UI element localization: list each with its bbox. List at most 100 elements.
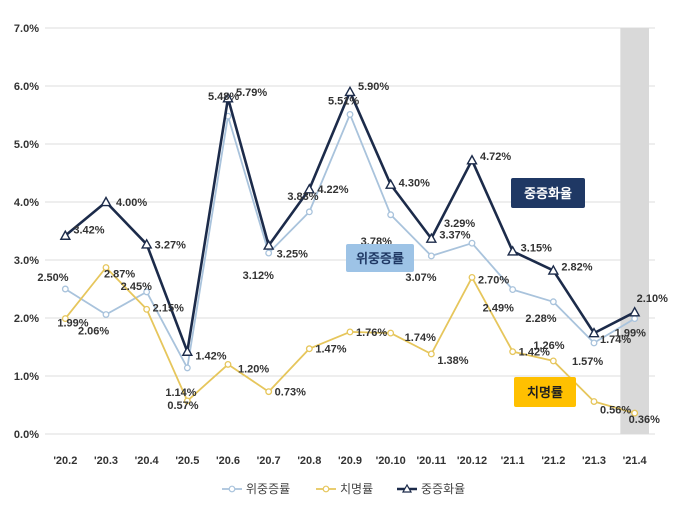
data-label: 1.20%: [238, 363, 269, 375]
annotation-label: 중증화율: [524, 186, 572, 201]
data-point-marker: [344, 85, 356, 97]
data-label: 3.15%: [521, 242, 552, 254]
x-tick-label: '21.1: [501, 455, 525, 467]
data-point-marker: [305, 208, 313, 216]
data-point-marker: [59, 229, 72, 240]
data-point-marker: [61, 285, 69, 293]
y-tick-label: 4.0%: [14, 197, 39, 209]
annotation-box: [514, 377, 576, 407]
data-label: 1.38%: [437, 355, 468, 367]
data-point-marker: [427, 252, 435, 260]
data-label: 2.45%: [121, 281, 152, 293]
x-tick-label: '21.4: [623, 455, 648, 467]
data-label: 1.57%: [572, 356, 603, 368]
data-label: 2.49%: [483, 303, 514, 315]
data-label: 2.82%: [561, 261, 592, 273]
data-label: 2.10%: [637, 293, 668, 305]
x-tick-label: '20.12: [457, 455, 487, 467]
data-label: 2.50%: [37, 272, 68, 284]
annotation-box: [346, 244, 414, 272]
data-label: 4.22%: [317, 184, 348, 196]
data-point-marker: [549, 357, 557, 365]
data-label: 0.57%: [167, 400, 198, 412]
data-point-marker: [506, 245, 519, 256]
data-label: 4.30%: [399, 178, 430, 190]
data-point-marker: [588, 327, 600, 338]
x-tick-label: '20.11: [417, 455, 447, 467]
legend-label: 위중증률: [246, 482, 290, 496]
y-tick-label: 1.0%: [14, 371, 39, 383]
data-label: 1.42%: [519, 347, 550, 359]
data-point-marker: [631, 315, 639, 323]
x-tick-label: '21.3: [582, 455, 606, 467]
data-point-marker: [143, 288, 151, 296]
data-label: 2.15%: [153, 302, 184, 314]
data-label: 3.27%: [155, 239, 186, 251]
data-label: 1.76%: [356, 327, 387, 339]
data-label: 4.00%: [116, 197, 147, 209]
data-point-marker: [425, 232, 438, 243]
data-point-marker: [102, 264, 110, 271]
data-point-marker: [102, 311, 110, 318]
x-tick-label: '20.9: [338, 455, 362, 467]
legend-marker: [228, 485, 236, 493]
y-tick-label: 2.0%: [14, 313, 39, 325]
data-point-marker: [143, 305, 151, 313]
data-label: 5.48%: [208, 91, 239, 103]
y-tick-label: 5.0%: [14, 139, 39, 151]
x-tick-label: '20.6: [216, 455, 240, 467]
data-point-marker: [590, 398, 598, 405]
data-point-marker: [628, 306, 641, 317]
legend-label: 치명률: [340, 482, 373, 496]
data-point-marker: [549, 298, 557, 306]
data-label: 2.87%: [104, 269, 135, 281]
grid: [45, 27, 655, 435]
x-tick-label: '20.7: [257, 455, 281, 467]
data-label: 0.73%: [275, 387, 306, 399]
data-label: 1.42%: [195, 351, 226, 363]
data-point-marker: [387, 211, 395, 219]
data-label: 3.29%: [444, 218, 475, 230]
data-point-marker: [305, 345, 313, 353]
data-point-marker: [346, 328, 354, 336]
data-label: 3.25%: [277, 249, 308, 261]
data-point-marker: [262, 239, 275, 250]
data-labels: 2.50% 2.06% 2.45% 1.14% 5.48% 3.12% 3.83% 5.51%…: [37, 81, 668, 426]
x-tick-label: '20.2: [53, 455, 77, 467]
y-axis-ticks: 0.0% 1.0% 2.0% 3.0% 4.0% 5.0% 6.0% 7.0%: [14, 23, 39, 441]
data-point-marker: [303, 183, 316, 194]
data-label: 0.36%: [629, 414, 660, 426]
data-point-marker: [100, 196, 112, 207]
data-label: 0.56%: [600, 405, 631, 417]
data-label: 2.06%: [78, 326, 109, 338]
data-label: 1.99%: [615, 328, 646, 340]
y-tick-label: 3.0%: [14, 255, 39, 267]
data-point-marker: [468, 239, 476, 247]
data-point-marker: [631, 409, 639, 417]
x-tick-label: '20.5: [175, 455, 199, 467]
legend-label: 중증화율: [421, 482, 465, 496]
data-point-marker: [509, 348, 517, 356]
data-point-marker: [181, 345, 194, 356]
x-tick-label: '20.8: [297, 455, 321, 467]
annotation-label: 치명률: [527, 385, 563, 400]
data-label: 5.90%: [358, 81, 389, 93]
data-point-marker: [61, 315, 69, 323]
data-label: 3.42%: [73, 225, 104, 237]
data-label: 1.74%: [600, 334, 631, 346]
data-point-marker: [509, 286, 517, 294]
data-label: 3.07%: [405, 272, 436, 284]
legend: 위중증률 치명률 중증화율: [222, 482, 465, 496]
data-label: 5.79%: [236, 87, 267, 99]
data-label: 5.51%: [328, 95, 359, 107]
shaded-region: [620, 28, 649, 434]
data-point-marker: [183, 397, 191, 405]
data-point-marker: [466, 154, 478, 165]
y-tick-label: 7.0%: [14, 23, 39, 35]
data-point-marker: [590, 339, 598, 347]
data-point-marker: [427, 350, 435, 358]
data-label: 3.83%: [287, 191, 318, 203]
data-label: 3.37%: [439, 230, 470, 242]
